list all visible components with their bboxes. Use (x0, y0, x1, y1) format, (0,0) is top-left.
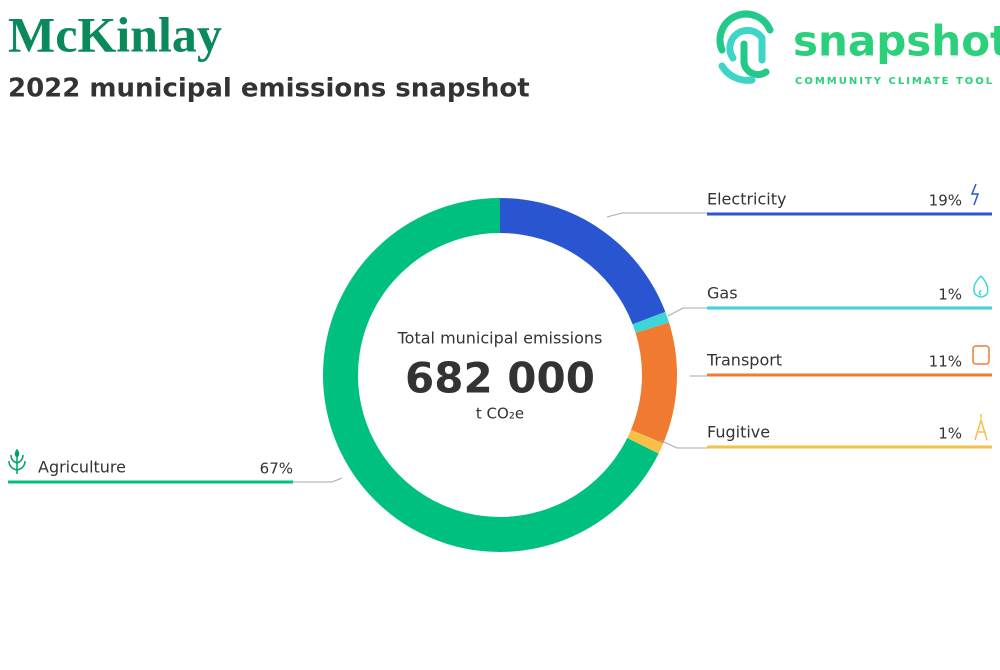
center-value: 682 000 (405, 354, 595, 403)
fugitive-icon (974, 414, 988, 441)
leader-line (606, 212, 707, 218)
legend-value: 1% (938, 425, 962, 443)
gas-icon (973, 275, 989, 298)
center-label: Total municipal emissions (397, 329, 603, 348)
legend-value: 67% (260, 460, 293, 478)
legend-label: Agriculture (38, 458, 126, 477)
chart-subtitle: 2022 municipal emissions snapshot (8, 74, 530, 104)
logo-icon (716, 10, 774, 84)
agriculture-icon (8, 448, 26, 474)
donut-segment (630, 322, 677, 444)
electricity-icon (970, 183, 980, 206)
legend-label: Gas (707, 284, 738, 303)
logo-name: snapshot (793, 17, 1000, 66)
donut-segment (632, 311, 670, 333)
leader-line (659, 439, 707, 449)
donut-segment (627, 429, 664, 454)
legend-value: 19% (929, 192, 962, 210)
leader-line (293, 477, 343, 483)
legend-label: Transport (706, 351, 782, 370)
donut-segment (500, 198, 666, 325)
transport-icon (972, 345, 990, 365)
legend-label: Fugitive (707, 423, 770, 442)
logo-tagline: COMMUNITY CLIMATE TOOL (795, 76, 994, 87)
leader-line (667, 307, 707, 317)
legend-value: 11% (929, 353, 962, 371)
legend-label: Electricity (707, 190, 786, 209)
chart-title: McKinlay (8, 6, 222, 62)
legend-value: 1% (938, 286, 962, 304)
center-unit: t CO₂e (476, 405, 524, 423)
